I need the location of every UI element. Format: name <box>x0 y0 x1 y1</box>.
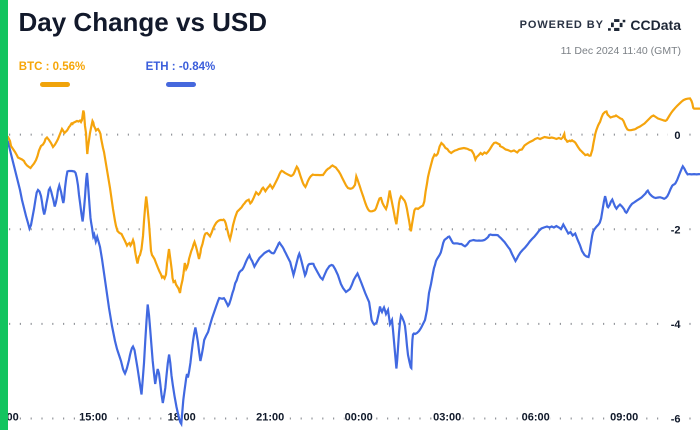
svg-text:21:00: 21:00 <box>256 412 284 424</box>
svg-text:15:00: 15:00 <box>79 412 107 424</box>
svg-text:09:00: 09:00 <box>610 412 638 424</box>
svg-text:03:00: 03:00 <box>433 412 461 424</box>
svg-text:00:00: 00:00 <box>345 412 373 424</box>
svg-text:-6: -6 <box>671 413 681 425</box>
svg-text:-2: -2 <box>671 225 681 237</box>
svg-text:06:00: 06:00 <box>522 412 550 424</box>
svg-text:0: 0 <box>674 130 680 142</box>
svg-text:-4: -4 <box>671 319 682 331</box>
